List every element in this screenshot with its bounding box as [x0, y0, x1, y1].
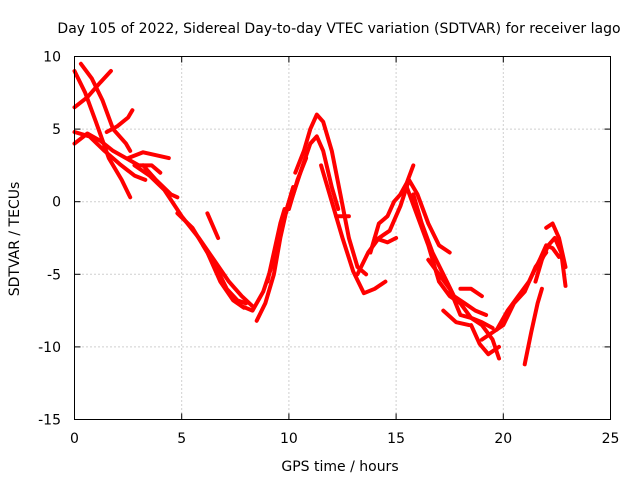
series-line-arc-32: [522, 286, 544, 367]
series-line-arc-22: [368, 163, 416, 255]
series-line-arc-8: [132, 163, 255, 309]
series-line-arc-28: [458, 286, 484, 299]
x-tick-label: 20: [494, 431, 512, 447]
x-tick-label: 0: [70, 431, 79, 447]
series-line-arc-15: [265, 207, 287, 284]
x-tick-label: 5: [177, 431, 186, 447]
series-line-arc-26: [426, 257, 501, 361]
axis-ticks: 0 5 10 15 20 25 10 5 0 -5 -10 -15: [38, 50, 619, 448]
series-line-arc-31: [494, 243, 561, 332]
y-tick-label: -10: [38, 340, 61, 356]
series-line-arc-2: [72, 69, 113, 110]
series-line-arc-3: [78, 61, 133, 153]
data-series: [72, 61, 568, 367]
x-tick-label: 15: [387, 431, 405, 447]
x-tick-label: 10: [280, 431, 298, 447]
y-tick-label: 5: [52, 122, 61, 138]
series-line-arc-5: [104, 108, 135, 134]
plot-frame: [74, 56, 611, 420]
x-tick-label: 25: [602, 431, 620, 447]
y-tick-label: 0: [52, 195, 61, 211]
series-line-arc-9: [141, 163, 180, 200]
y-tick-label: 10: [43, 50, 61, 66]
series-line-arc-34: [544, 221, 568, 269]
y-tick-label: -15: [38, 413, 61, 429]
series-line-arc-11: [201, 243, 248, 306]
series-line-arc-23: [372, 236, 399, 245]
series-line-arc-27: [441, 308, 471, 328]
x-axis-label: GPS time / hours: [281, 459, 398, 475]
series-line-arc-12: [205, 211, 221, 240]
series-line-arc-29: [469, 323, 501, 357]
series-line-arc-17: [293, 112, 369, 277]
series-line-arc-7: [126, 150, 171, 161]
y-axis-label: SDTVAR / TECUs: [7, 182, 23, 297]
series-line-arc-19: [319, 163, 388, 296]
series-line-arc-6: [72, 130, 148, 182]
series-line-arc-18: [286, 156, 309, 211]
chart-title: Day 105 of 2022, Sidereal Day-to-day VTE…: [57, 21, 620, 37]
series-line-arc-24: [404, 185, 495, 330]
y-tick-label: -5: [47, 267, 61, 283]
